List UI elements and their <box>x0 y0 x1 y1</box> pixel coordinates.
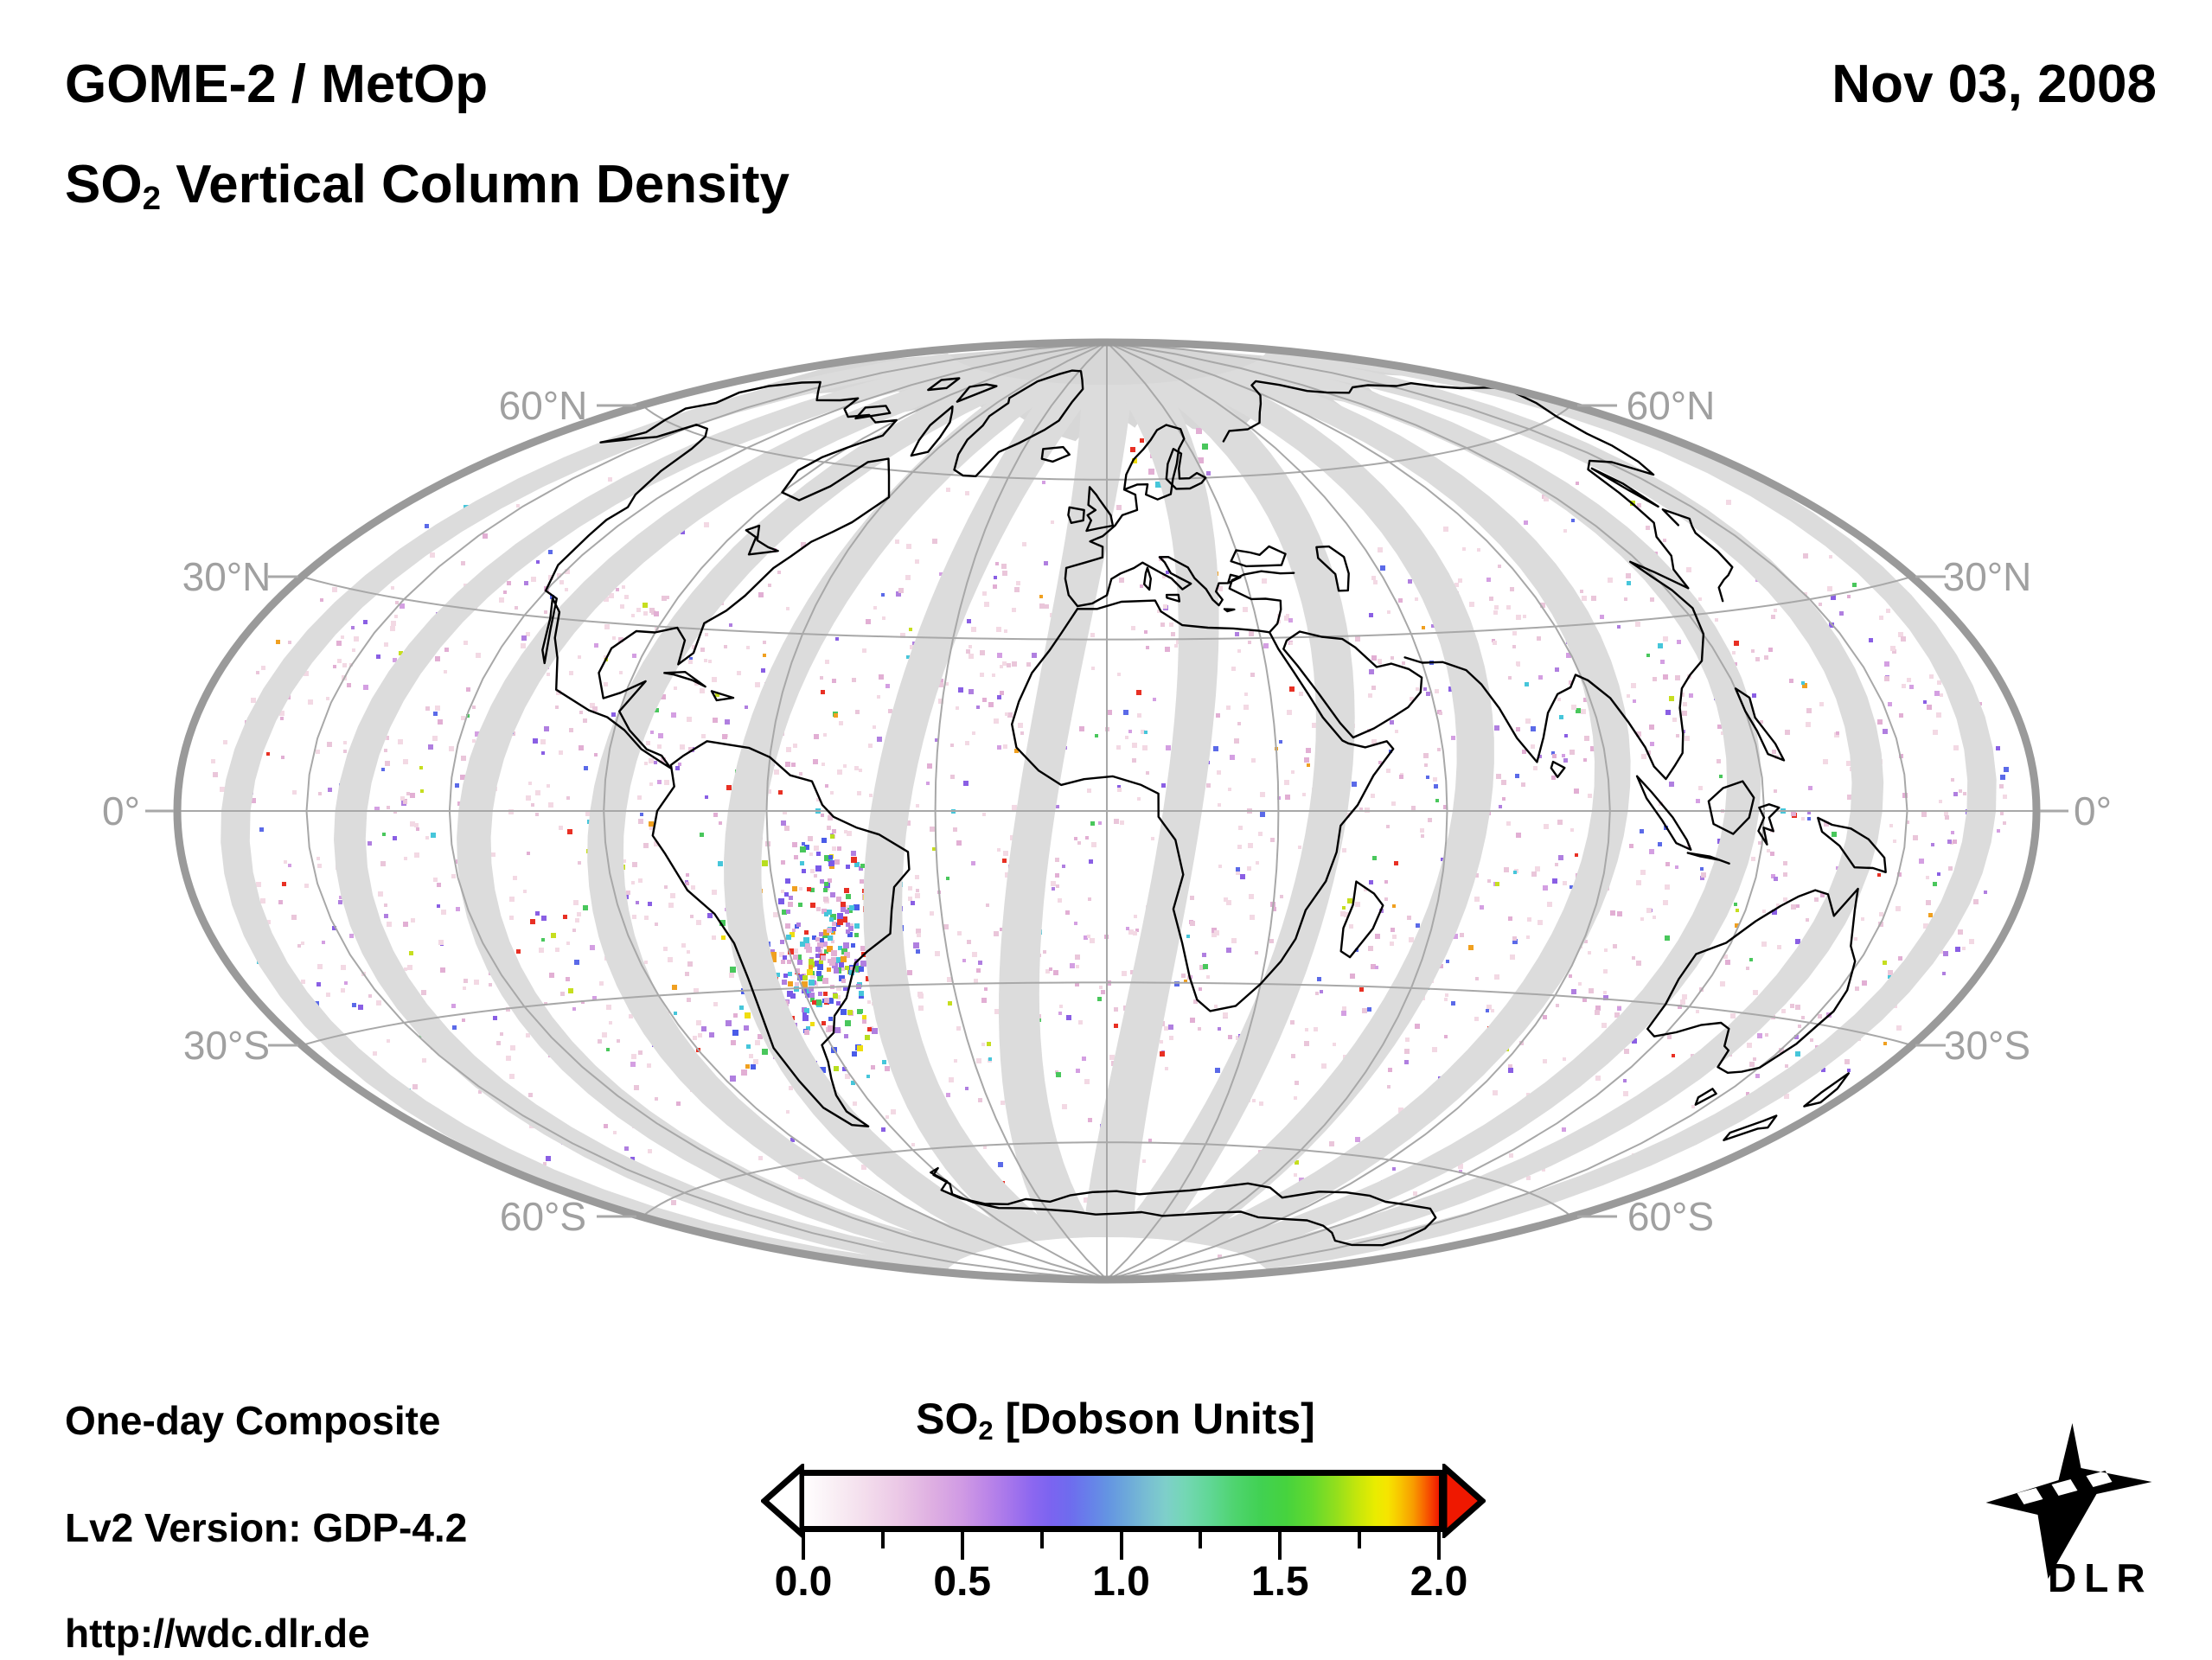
url-label: http://wdc.dlr.de <box>65 1611 370 1656</box>
version-label: Lv2 Version: GDP-4.2 <box>65 1505 468 1550</box>
colorbar-major-tick <box>1119 1532 1123 1560</box>
orbit-gap-swath <box>863 383 1094 1242</box>
colorbar-major-tick <box>1437 1532 1441 1560</box>
product-prefix: SO <box>65 155 143 214</box>
colorbar-minor-tick <box>880 1532 885 1548</box>
lat-label-60n-left: 60°N <box>498 383 588 428</box>
dlr-logo-text: DLR <box>2048 1555 2153 1600</box>
instrument-name: GOME-2 / MetOp <box>65 54 489 114</box>
lat-label-60n-right: 60°N <box>1626 383 1716 428</box>
product-suffix: Vertical Column Density <box>160 155 790 214</box>
map-boundary <box>173 338 2041 1284</box>
map-interior <box>180 345 2034 1277</box>
lat-label-30s-right: 30°S <box>1943 1023 2031 1068</box>
lat-label-eq-right: 0° <box>2074 788 2112 833</box>
orbit-gap-swath <box>999 385 1131 1239</box>
colorbar-major-tick <box>1278 1532 1282 1560</box>
date-label: Nov 03, 2008 <box>1832 54 2157 115</box>
colorbar-tick-label: 1.0 <box>1092 1559 1150 1605</box>
colorbar-minor-tick <box>1358 1532 1362 1548</box>
lat-label-60s-left: 60°S <box>499 1194 587 1239</box>
lat-label-30n-left: 30°N <box>182 554 272 599</box>
lat-label-60s-right: 60°S <box>1627 1194 1715 1239</box>
coastlines <box>541 369 1887 1247</box>
lat-label-30n-right: 30°N <box>1942 554 2032 599</box>
colorbar-tick-label: 0.5 <box>933 1559 992 1605</box>
orbit-gap-swath <box>1084 383 1219 1238</box>
orbit-gap-swath <box>457 368 1002 1261</box>
product-subscript: 2 <box>142 180 161 218</box>
colorbar-right-arrow <box>1442 1464 1486 1538</box>
colorbar-minor-tick <box>1039 1532 1044 1548</box>
colorbar-tick-label: 1.5 <box>1250 1559 1309 1605</box>
lat-label-30s-left: 30°S <box>182 1023 271 1068</box>
lat-label-eq-left: 0° <box>102 788 140 833</box>
colorbar-title-subscript: 2 <box>978 1414 994 1446</box>
colorbar-title-suffix: [Dobson Units] <box>993 1395 1315 1443</box>
dlr-logo-icon <box>1985 1423 2152 1579</box>
colorbar-tick-label: 2.0 <box>1410 1559 1468 1605</box>
colorbar-gradient <box>797 1470 1445 1532</box>
date-text: Nov 03, 2008 <box>1832 54 2157 114</box>
colorbar-left-arrow <box>761 1464 804 1538</box>
orbit-gap-swath <box>1236 353 1884 1261</box>
orbit-gap-swath <box>334 361 979 1269</box>
colorbar-major-tick <box>802 1532 805 1560</box>
colorbar-ticks <box>802 1532 1441 1567</box>
colorbar-minor-tick <box>1199 1532 1203 1548</box>
colorbar-major-tick <box>960 1532 964 1560</box>
orbit-gap-swath <box>1184 368 1631 1248</box>
product-title: SO2 Vertical Column Density <box>65 154 790 218</box>
page-title: GOME-2 / MetOp <box>65 54 488 115</box>
colorbar-title: SO2 [Dobson Units] <box>916 1394 1315 1446</box>
orbit-gap-swath <box>587 374 1031 1254</box>
orbit-gap-swath <box>1211 361 1761 1254</box>
colorbar-tick-label: 0.0 <box>774 1559 833 1605</box>
colorbar-title-prefix: SO <box>916 1395 979 1443</box>
composite-label: One-day Composite <box>65 1398 441 1443</box>
